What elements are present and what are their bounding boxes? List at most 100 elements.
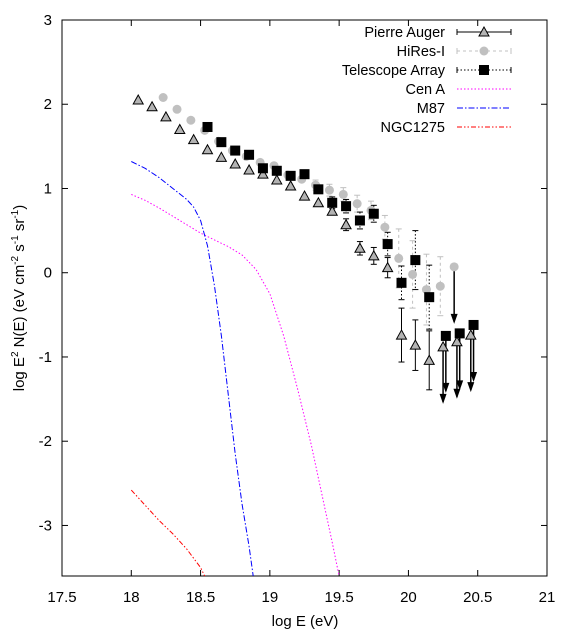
pierre-auger-point <box>229 158 242 169</box>
y-tick-label: 0 <box>44 265 52 282</box>
pierre-auger-point <box>312 196 325 208</box>
y-title-part: s <box>11 244 28 256</box>
pierre-auger-point <box>146 100 158 112</box>
y-tick-label: 2 <box>44 96 52 113</box>
legend-marker-pierre-auger <box>478 25 490 37</box>
pierre-auger-point <box>423 354 436 365</box>
hires-i-point <box>338 189 348 199</box>
hires-i-point <box>435 281 445 291</box>
hires-i-point <box>186 115 196 125</box>
pierre-auger-limit-arrow <box>453 388 461 399</box>
pierre-auger-point <box>201 143 214 155</box>
y-tick-label: -1 <box>39 349 52 366</box>
y-title-superscript: -1 <box>10 235 21 244</box>
telescope-array-point <box>216 137 227 148</box>
y-title-part: log E <box>11 357 28 391</box>
telescope-array-point <box>382 239 393 250</box>
error-bars <box>312 179 478 404</box>
hires-i-point <box>352 199 362 209</box>
pierre-auger-point <box>187 133 200 145</box>
y-tick-label: 1 <box>44 180 52 197</box>
x-tick-label: 21 <box>539 589 556 606</box>
hires-i-point <box>449 262 459 272</box>
y-title-part: sr <box>11 219 28 236</box>
pierre-auger-point <box>270 174 283 185</box>
pierre-auger-point <box>340 218 352 230</box>
legend: Pierre Auger HiRes-I Telescope Array Cen A M… <box>342 25 512 136</box>
pierre-auger-point <box>381 261 394 273</box>
pierre-auger-point <box>173 123 186 135</box>
pierre-auger-point <box>160 110 172 122</box>
y-title-superscript: 2 <box>10 351 21 357</box>
telescope-array-point <box>454 328 465 339</box>
telescope-array-point <box>410 255 421 266</box>
hires-i-point <box>158 93 168 103</box>
legend-label-ngc1275: NGC1275 <box>381 120 445 136</box>
hires-i-point <box>380 222 390 232</box>
pierre-auger-point <box>284 179 297 191</box>
pierre-auger-point <box>326 205 339 216</box>
legend-marker-hires-i <box>479 46 489 56</box>
pierre-auger-point <box>464 329 477 340</box>
pierre-auger-point <box>215 151 228 162</box>
pierre-auger-point <box>367 249 380 261</box>
hires-i-point <box>172 104 182 114</box>
telescope-array-point <box>327 197 338 208</box>
y-title-superscript: -2 <box>10 255 21 264</box>
legend-label-hires-i: HiRes-I <box>397 44 445 60</box>
x-tick-label: 19 <box>262 589 279 606</box>
telescope-array-point <box>396 277 407 288</box>
telescope-array-point <box>299 169 310 180</box>
x-tick-label: 18 <box>123 589 140 606</box>
y-tick-label: -3 <box>39 517 52 534</box>
telescope-array-point <box>424 292 435 303</box>
y-title-part: ) <box>11 205 28 210</box>
hires-i-point <box>408 269 418 279</box>
y-title-superscript: -1 <box>10 209 21 218</box>
telescope-array-point <box>257 163 268 174</box>
telescope-array-point <box>230 145 241 156</box>
telescope-array-point <box>468 319 479 330</box>
pierre-auger-point <box>257 168 269 179</box>
hires-i-point <box>324 185 334 195</box>
legend-label-cen-a: Cen A <box>406 82 446 98</box>
telescope-array-limit-arrow <box>470 371 478 382</box>
legend-label-telescope-array: Telescope Array <box>342 63 446 79</box>
x-tick-label: 18.5 <box>186 589 215 606</box>
telescope-array-point <box>202 121 213 132</box>
x-axis-title: log E (eV) <box>272 613 339 630</box>
y-title-part: N(E) (eV cm <box>11 265 28 352</box>
pierre-auger-point <box>298 190 311 201</box>
telescope-array-point <box>285 170 296 181</box>
x-tick-label: 19.5 <box>325 589 354 606</box>
legend-marker-telescope-array <box>479 65 489 75</box>
telescope-array-limit-arrow <box>456 380 464 391</box>
telescope-array-point <box>440 330 451 341</box>
telescope-array-point <box>354 215 365 226</box>
data-markers <box>132 93 479 365</box>
pierre-auger-point <box>395 329 408 340</box>
plot-frame <box>61 19 548 577</box>
m87-curve <box>131 161 254 576</box>
pierre-auger-point <box>243 163 255 175</box>
legend-label-pierre-auger: Pierre Auger <box>364 25 445 41</box>
cen-a-curve <box>131 193 340 576</box>
ngc1275-curve <box>130 489 206 576</box>
hires-i-point <box>394 253 404 263</box>
pierre-auger-point <box>451 335 463 347</box>
pierre-auger-limit-arrow <box>467 382 475 393</box>
telescope-array-point <box>341 201 352 212</box>
hires-i-point <box>421 285 431 295</box>
y-axis: 3 2 1 0 -1 -2 -3 <box>39 12 547 534</box>
pierre-auger-point <box>437 340 449 352</box>
pierre-auger-point <box>354 242 366 253</box>
y-axis-title: log E2 N(E) (eV cm-2 s-1 sr-1) <box>10 205 28 392</box>
telescope-array-point <box>313 184 324 195</box>
telescope-array-point <box>368 208 379 219</box>
telescope-array-limit-arrow <box>442 382 450 393</box>
y-tick-label: -2 <box>39 433 52 450</box>
pierre-auger-limit-arrow <box>439 393 447 404</box>
legend-label-m87: M87 <box>417 101 445 117</box>
hires-i-limit-arrow <box>450 313 458 324</box>
